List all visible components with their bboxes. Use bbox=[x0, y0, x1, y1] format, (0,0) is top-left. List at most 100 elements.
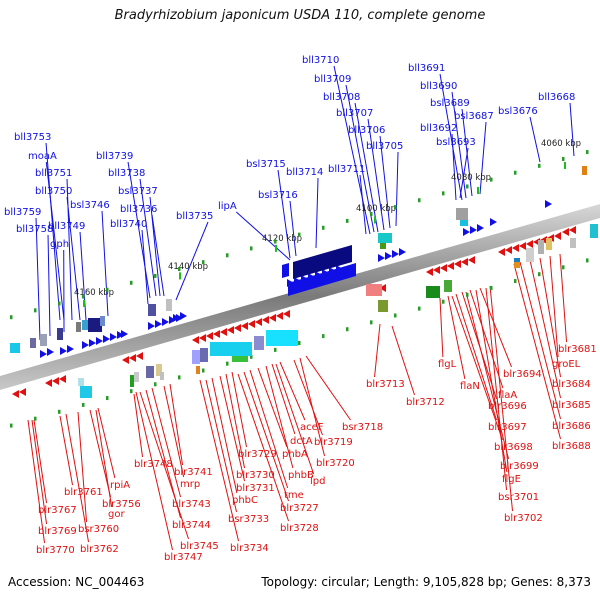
gene-label-blr3748[interactable]: blr3748 bbox=[134, 459, 173, 470]
reverse-gene-arrow bbox=[129, 353, 136, 362]
gene-label-blr3720[interactable]: blr3720 bbox=[316, 458, 355, 469]
genome-summary: Topology: circular; Length: 9,105,828 bp… bbox=[261, 575, 591, 589]
gene-label-bsl3746[interactable]: bsl3746 bbox=[70, 200, 110, 211]
gene-label-bll3735[interactable]: bll3735 bbox=[176, 211, 213, 222]
gene-label-phba[interactable]: phbA bbox=[282, 449, 308, 460]
gene-label-blr3770[interactable]: blr3770 bbox=[36, 545, 75, 556]
gene-label-bsl3689[interactable]: bsl3689 bbox=[430, 98, 470, 109]
gene-label-bsl3737[interactable]: bsl3737 bbox=[118, 186, 158, 197]
gene-label-bll3740[interactable]: bll3740 bbox=[110, 219, 147, 230]
gene-label-blr3743[interactable]: blr3743 bbox=[172, 499, 211, 510]
gene-label-bll3708[interactable]: bll3708 bbox=[323, 92, 360, 103]
gene-label-bsl3693[interactable]: bsl3693 bbox=[436, 137, 476, 148]
forward-gene-arrow bbox=[117, 330, 124, 339]
gene-label-blr3729[interactable]: blr3729 bbox=[238, 449, 277, 460]
gene-label-blr3712[interactable]: blr3712 bbox=[406, 397, 445, 408]
gene-label-flaa[interactable]: flaA bbox=[498, 390, 517, 401]
gene-label-blr3762[interactable]: blr3762 bbox=[80, 544, 119, 555]
forward-operon-block bbox=[293, 245, 352, 279]
gene-label-bll3714[interactable]: bll3714 bbox=[286, 167, 323, 178]
gene-label-bsr3733[interactable]: bsr3733 bbox=[228, 514, 269, 525]
gene-label-bll3753[interactable]: bll3753 bbox=[14, 132, 51, 143]
gene-label-acef[interactable]: aceF bbox=[300, 422, 324, 433]
gene-label-blr3731[interactable]: blr3731 bbox=[236, 483, 275, 494]
gene-label-blr3734[interactable]: blr3734 bbox=[230, 543, 269, 554]
gene-label-bll3709[interactable]: bll3709 bbox=[314, 74, 351, 85]
gene-label-tme[interactable]: tme bbox=[284, 490, 304, 501]
gene-label-bsl3716[interactable]: bsl3716 bbox=[258, 190, 298, 201]
gene-label-blr3685[interactable]: blr3685 bbox=[552, 400, 591, 411]
gene-label-bsl3687[interactable]: bsl3687 bbox=[454, 111, 494, 122]
gene-label-bsr3760[interactable]: bsr3760 bbox=[78, 524, 119, 535]
gene-label-dcta[interactable]: dctA bbox=[290, 436, 313, 447]
gene-label-blr3686[interactable]: blr3686 bbox=[552, 421, 591, 432]
gene-label-moaa[interactable]: moaA bbox=[28, 151, 57, 162]
gene-label-blr3747[interactable]: blr3747 bbox=[164, 552, 203, 563]
gene-label-phbb[interactable]: phbB bbox=[288, 470, 314, 481]
forward-gene-arrow bbox=[378, 254, 385, 262]
gene-label-blr3761[interactable]: blr3761 bbox=[64, 487, 103, 498]
gene-label-bll3750[interactable]: bll3750 bbox=[35, 186, 72, 197]
gene-label-bll3749[interactable]: bll3749 bbox=[48, 221, 85, 232]
gene-label-bll3668[interactable]: bll3668 bbox=[538, 92, 575, 103]
gene-label-blr3688[interactable]: blr3688 bbox=[552, 441, 591, 452]
gene-label-gph[interactable]: gph bbox=[50, 239, 69, 250]
gene-leader-line bbox=[447, 295, 466, 380]
gene-label-blr3756[interactable]: blr3756 bbox=[102, 499, 141, 510]
gene-label-bll3759[interactable]: bll3759 bbox=[4, 207, 41, 218]
gene-label-gor[interactable]: gor bbox=[108, 509, 125, 520]
gene-label-bll3738[interactable]: bll3738 bbox=[108, 168, 145, 179]
reverse-gene-arrow bbox=[554, 231, 561, 240]
gene-label-flan[interactable]: flaN bbox=[460, 381, 480, 392]
gene-label-blr3681[interactable]: blr3681 bbox=[558, 344, 597, 355]
gene-label-blr3696[interactable]: blr3696 bbox=[488, 401, 527, 412]
gene-label-bll3736[interactable]: bll3736 bbox=[120, 204, 157, 215]
gene-label-flge[interactable]: flgE bbox=[502, 474, 521, 485]
gene-label-bll3710[interactable]: bll3710 bbox=[302, 55, 339, 66]
gene-label-blr3769[interactable]: blr3769 bbox=[38, 526, 77, 537]
gene-label-bsr3701[interactable]: bsr3701 bbox=[498, 492, 539, 503]
gene-label-bll3758[interactable]: bll3758 bbox=[16, 224, 53, 235]
gene-label-blr3684[interactable]: blr3684 bbox=[552, 379, 591, 390]
gene-label-groel[interactable]: groEL bbox=[552, 359, 581, 370]
feature-block bbox=[232, 356, 248, 362]
gene-label-blr3745[interactable]: blr3745 bbox=[180, 541, 219, 552]
gene-label-blr3741[interactable]: blr3741 bbox=[174, 467, 213, 478]
gene-label-blr3730[interactable]: blr3730 bbox=[236, 470, 275, 481]
gene-label-bsl3715[interactable]: bsl3715 bbox=[246, 159, 286, 170]
gene-label-blr3713[interactable]: blr3713 bbox=[366, 379, 405, 390]
gene-label-bll3705[interactable]: bll3705 bbox=[366, 141, 403, 152]
gene-label-blr3727[interactable]: blr3727 bbox=[280, 503, 319, 514]
forward-gene-arrow bbox=[67, 344, 74, 353]
gene-label-blr3699[interactable]: blr3699 bbox=[500, 461, 539, 472]
minor-tick bbox=[562, 156, 565, 161]
gene-label-lpd[interactable]: lpd bbox=[310, 476, 325, 487]
gene-label-blr3697[interactable]: blr3697 bbox=[488, 422, 527, 433]
gene-label-blr3719[interactable]: blr3719 bbox=[314, 437, 353, 448]
gene-label-bll3691[interactable]: bll3691 bbox=[408, 63, 445, 74]
gene-label-bll3707[interactable]: bll3707 bbox=[336, 108, 373, 119]
gene-label-phbc[interactable]: phbC bbox=[232, 495, 258, 506]
gene-label-bsl3676[interactable]: bsl3676 bbox=[498, 106, 538, 117]
gene-label-lipa[interactable]: lipA bbox=[218, 201, 237, 212]
gene-label-bll3692[interactable]: bll3692 bbox=[420, 123, 457, 134]
forward-gene-arrow bbox=[470, 225, 477, 234]
gene-label-blr3694[interactable]: blr3694 bbox=[503, 369, 542, 380]
gene-label-blr3702[interactable]: blr3702 bbox=[504, 513, 543, 524]
gene-label-blr3728[interactable]: blr3728 bbox=[280, 523, 319, 534]
gene-label-blr3698[interactable]: blr3698 bbox=[494, 442, 533, 453]
gene-leader-line bbox=[395, 151, 399, 227]
gene-label-mrp[interactable]: mrp bbox=[180, 479, 200, 490]
gene-label-blr3767[interactable]: blr3767 bbox=[38, 505, 77, 516]
gene-label-bll3711[interactable]: bll3711 bbox=[328, 164, 365, 175]
gene-label-flgl[interactable]: flgL bbox=[438, 359, 457, 370]
gene-label-bll3690[interactable]: bll3690 bbox=[420, 81, 457, 92]
feature-block bbox=[134, 372, 139, 382]
gene-label-blr3744[interactable]: blr3744 bbox=[172, 520, 211, 531]
gene-label-bsr3718[interactable]: bsr3718 bbox=[342, 422, 383, 433]
gene-label-bll3706[interactable]: bll3706 bbox=[348, 125, 385, 136]
gene-label-bll3739[interactable]: bll3739 bbox=[96, 151, 133, 162]
gene-label-rpia[interactable]: rpiA bbox=[110, 480, 130, 491]
gene-label-bll3751[interactable]: bll3751 bbox=[35, 168, 72, 179]
